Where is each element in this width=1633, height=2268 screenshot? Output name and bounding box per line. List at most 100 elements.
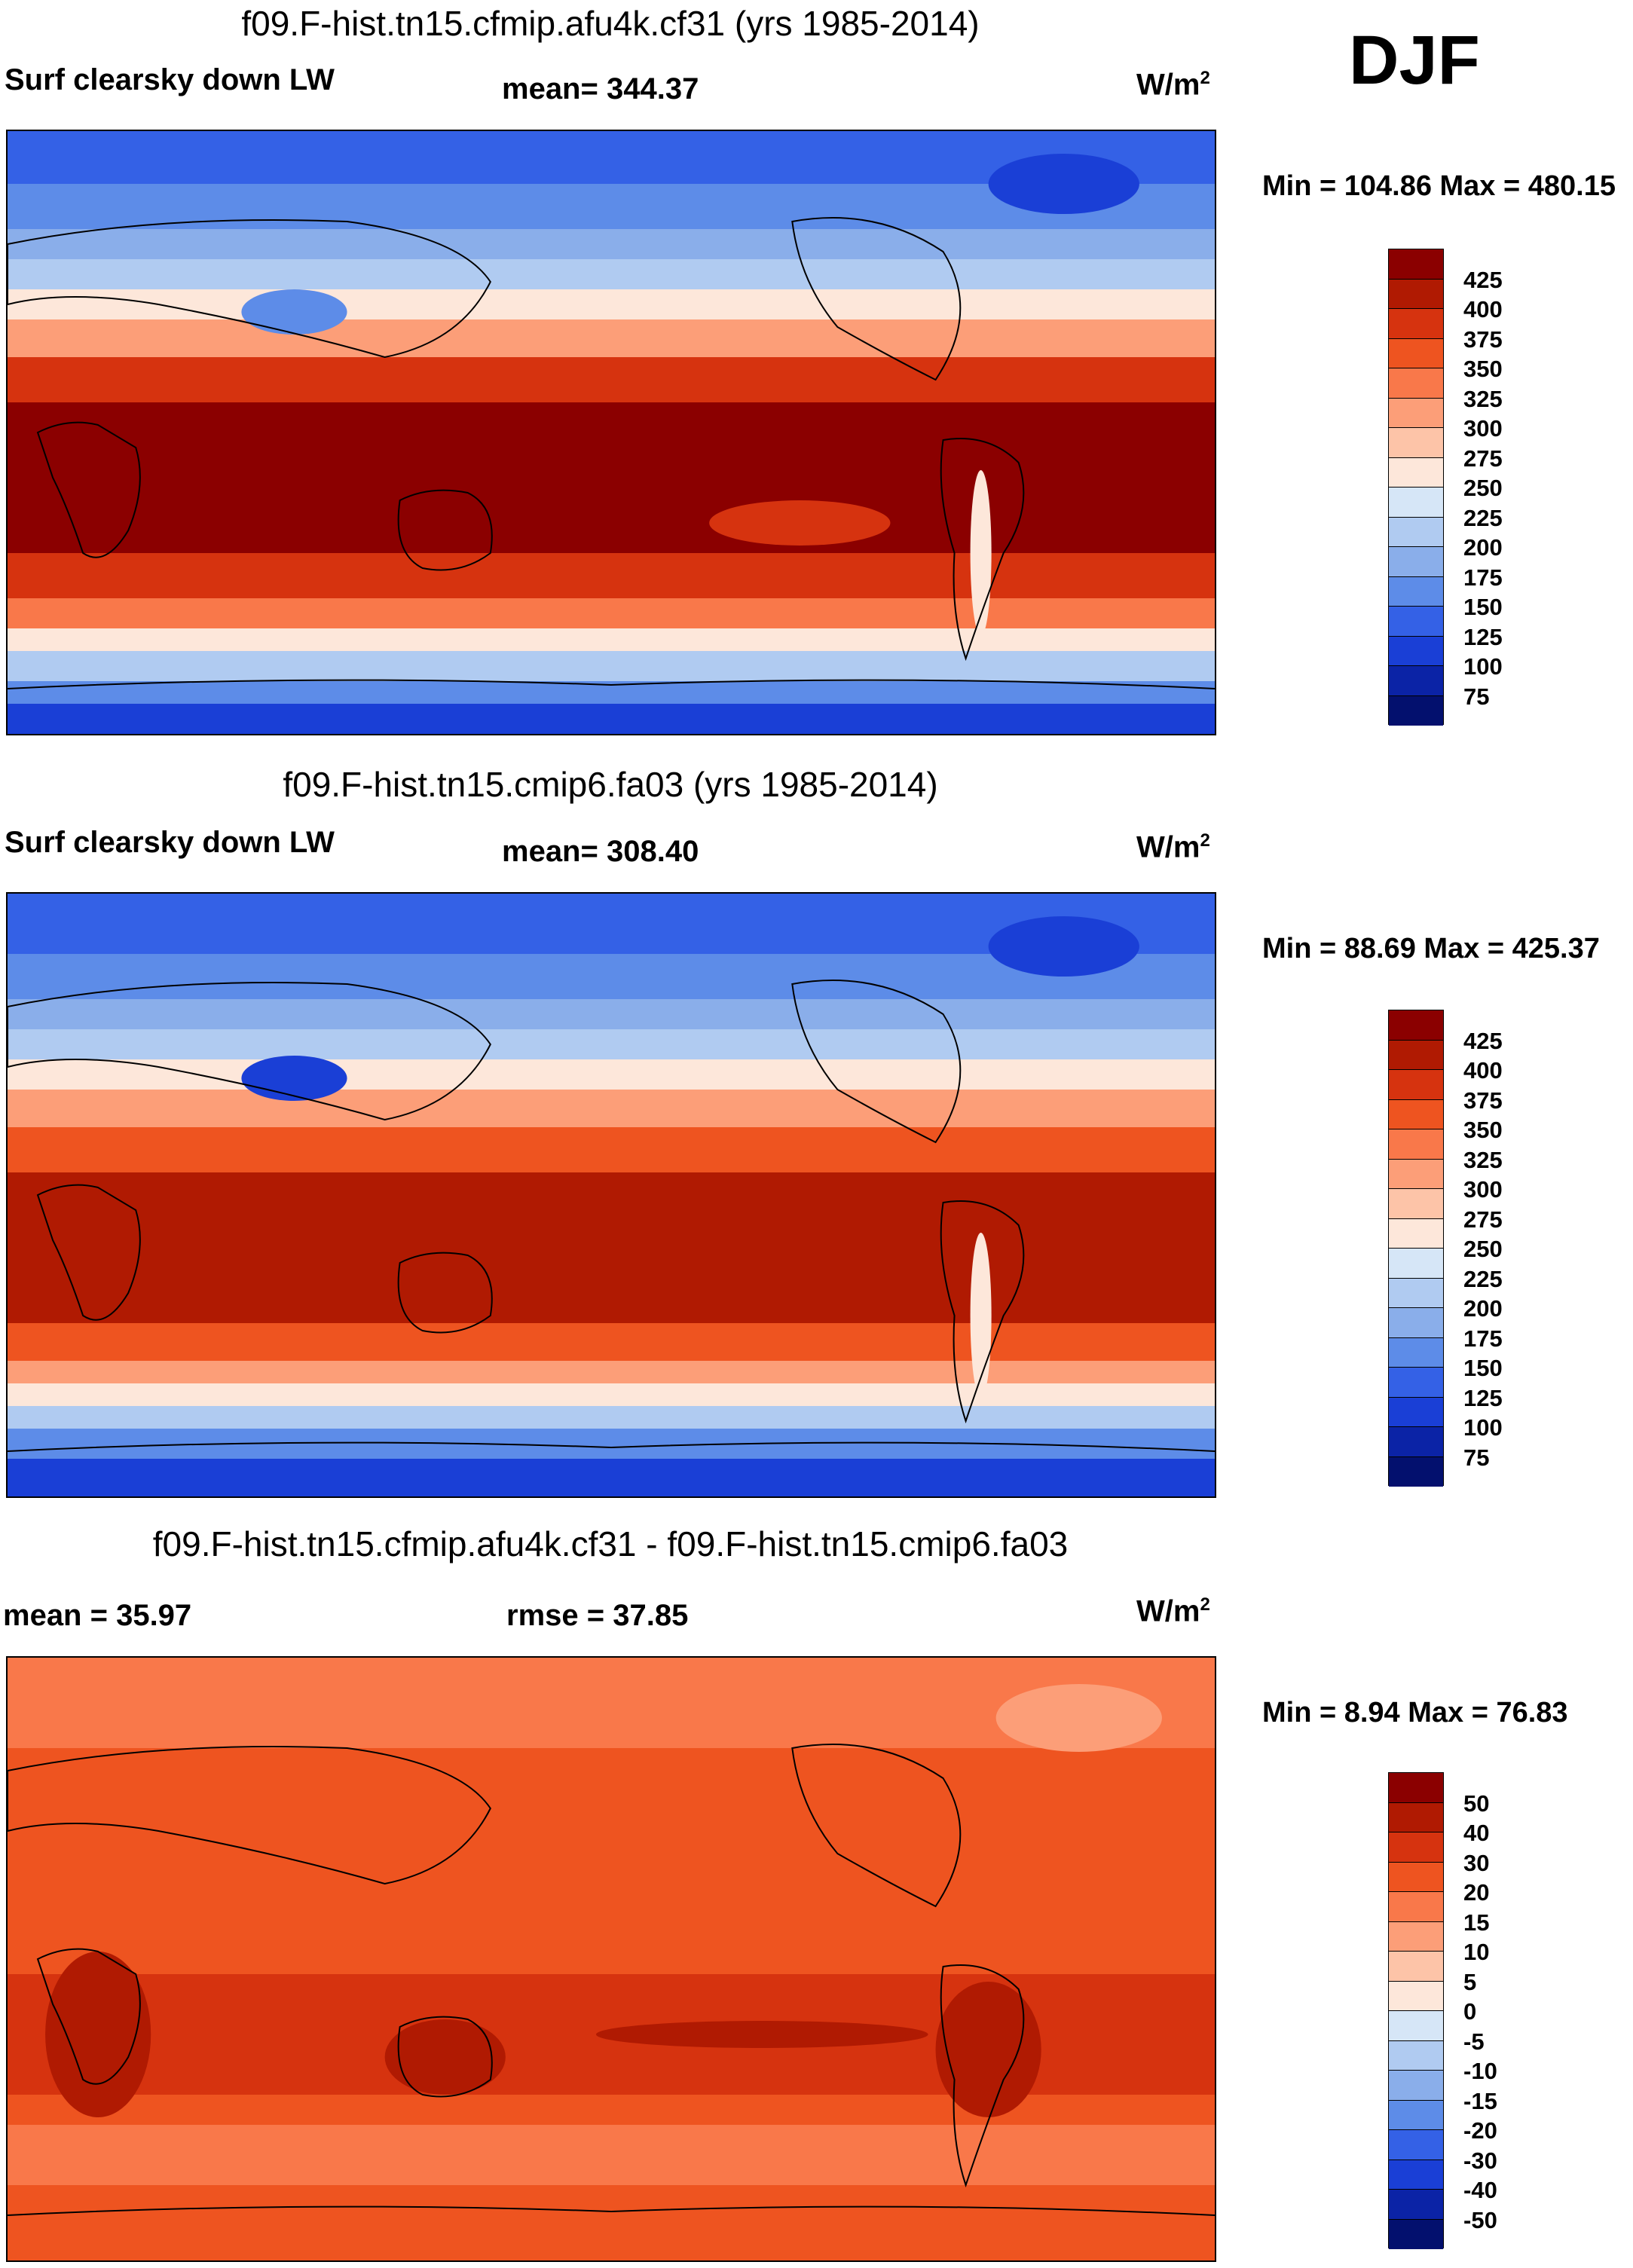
panel-3-map	[6, 1656, 1216, 2262]
colorbar-tick-label: 325	[1463, 385, 1503, 412]
colorbar-tick-label: -10	[1463, 2058, 1497, 2084]
colorbar-segment	[1389, 636, 1443, 666]
panel-3-colorbar-box	[1388, 1772, 1444, 2249]
colorbar-segment	[1389, 1040, 1443, 1070]
colorbar-segment	[1389, 2219, 1443, 2249]
panel-1-title: f09.F-hist.tn15.cfmip.afu4k.cf31 (yrs 19…	[241, 4, 980, 43]
colorbar-tick-label: 350	[1463, 1117, 1503, 1143]
season-label: DJF	[1349, 22, 1480, 99]
colorbar-segment	[1389, 1249, 1443, 1279]
colorbar-segment	[1389, 1802, 1443, 1832]
colorbar-tick-label: 275	[1463, 445, 1503, 472]
colorbar-segment	[1389, 1921, 1443, 1952]
panel-1-minmax-label: Min = 104.86 Max = 480.15	[1262, 170, 1616, 202]
colorbar-tick-label: 150	[1463, 1355, 1503, 1381]
colorbar-tick-label: 350	[1463, 356, 1503, 382]
colorbar-segment	[1389, 1773, 1443, 1803]
colorbar-tick-label: 175	[1463, 1325, 1503, 1352]
colorbar-tick-label: 20	[1463, 1879, 1490, 1906]
panel-3-minmax-label: Min = 8.94 Max = 76.83	[1262, 1697, 1568, 1729]
colorbar-segment	[1389, 1862, 1443, 1892]
colorbar-segment	[1389, 488, 1443, 518]
colorbar-segment	[1389, 428, 1443, 458]
colorbar-tick-label: 75	[1463, 1444, 1490, 1471]
colorbar-tick-label: 225	[1463, 504, 1503, 531]
colorbar-tick-label: 375	[1463, 1087, 1503, 1114]
colorbar-segment	[1389, 1159, 1443, 1189]
colorbar-tick-label: 200	[1463, 1295, 1503, 1322]
colorbar-segment	[1389, 607, 1443, 637]
panel-2-minmax-label: Min = 88.69 Max = 425.37	[1262, 933, 1600, 964]
panel-3-map-svg	[8, 1658, 1215, 2260]
colorbar-segment	[1389, 1832, 1443, 1863]
colorbar-tick-label: 125	[1463, 1384, 1503, 1411]
colorbar-tick-label: 10	[1463, 1939, 1490, 1965]
colorbar-tick-label: -20	[1463, 2117, 1497, 2144]
colorbar-segment	[1389, 1397, 1443, 1427]
colorbar-tick-label: 15	[1463, 1909, 1490, 1936]
colorbar-tick-label: 125	[1463, 623, 1503, 650]
colorbar-tick-label: 150	[1463, 594, 1503, 620]
panel-2-map-svg	[8, 894, 1215, 1496]
colorbar-tick-label: 325	[1463, 1146, 1503, 1173]
colorbar-tick-label: 250	[1463, 475, 1503, 501]
colorbar-segment	[1389, 398, 1443, 428]
panel-1-mean-label: mean= 344.37	[502, 72, 699, 105]
colorbar-segment	[1389, 517, 1443, 547]
panel-2-units-label: W/m2	[1136, 830, 1210, 864]
colorbar-segment	[1389, 2100, 1443, 2130]
panel-2-colorbar-box	[1388, 1010, 1444, 1487]
colorbar-tick-label: 300	[1463, 415, 1503, 442]
panel-3-rmse-label: rmse = 37.85	[506, 1599, 689, 1632]
colorbar-segment	[1389, 1189, 1443, 1219]
colorbar-tick-label: 400	[1463, 296, 1503, 322]
colorbar-segment	[1389, 1129, 1443, 1160]
colorbar-segment	[1389, 1308, 1443, 1338]
colorbar-segment	[1389, 279, 1443, 309]
colorbar-tick-label: -30	[1463, 2147, 1497, 2174]
colorbar-tick-label: 375	[1463, 326, 1503, 353]
colorbar-segment	[1389, 338, 1443, 368]
colorbar-segment	[1389, 1070, 1443, 1100]
colorbar-tick-label: 5	[1463, 1968, 1477, 1995]
colorbar-tick-label: 425	[1463, 266, 1503, 293]
colorbar-segment	[1389, 547, 1443, 577]
colorbar-tick-label: -15	[1463, 2087, 1497, 2114]
colorbar-segment	[1389, 1010, 1443, 1041]
colorbar-tick-label: 200	[1463, 534, 1503, 561]
colorbar-tick-label: 275	[1463, 1206, 1503, 1233]
colorbar-segment	[1389, 309, 1443, 339]
colorbar-segment	[1389, 1427, 1443, 1457]
colorbar-tick-label: 0	[1463, 1998, 1477, 2025]
colorbar-segment	[1389, 1278, 1443, 1308]
colorbar-segment	[1389, 2130, 1443, 2160]
colorbar-segment	[1389, 1368, 1443, 1398]
colorbar-segment	[1389, 1099, 1443, 1129]
colorbar-tick-label: -5	[1463, 2028, 1485, 2055]
colorbar-tick-label: 30	[1463, 1849, 1490, 1876]
panel-1-colorbar-box	[1388, 249, 1444, 726]
colorbar-segment	[1389, 1218, 1443, 1249]
colorbar-segment	[1389, 576, 1443, 607]
colorbar-segment	[1389, 1337, 1443, 1368]
colorbar-tick-label: 100	[1463, 1414, 1503, 1441]
colorbar-segment	[1389, 457, 1443, 488]
colorbar-tick-label: 250	[1463, 1236, 1503, 1262]
colorbar-tick-label: 50	[1463, 1790, 1490, 1817]
colorbar-segment	[1389, 1952, 1443, 1982]
colorbar-tick-label: 300	[1463, 1176, 1503, 1203]
colorbar-segment	[1389, 1981, 1443, 2011]
colorbar-tick-label: -50	[1463, 2206, 1497, 2233]
colorbar-segment	[1389, 2071, 1443, 2101]
panel-2-variable-label: Surf clearsky down LW	[5, 826, 335, 859]
colorbar-segment	[1389, 249, 1443, 280]
colorbar-segment	[1389, 368, 1443, 399]
colorbar-segment	[1389, 2040, 1443, 2071]
panel-3-units-label: W/m2	[1136, 1594, 1210, 1628]
colorbar-segment	[1389, 1892, 1443, 1922]
panel-1-map	[6, 130, 1216, 735]
colorbar-tick-label: -40	[1463, 2177, 1497, 2203]
colorbar-tick-label: 100	[1463, 653, 1503, 680]
panel-2-title: f09.F-hist.tn15.cmip6.fa03 (yrs 1985-201…	[283, 765, 938, 804]
panel-1-units-label: W/m2	[1136, 68, 1210, 102]
